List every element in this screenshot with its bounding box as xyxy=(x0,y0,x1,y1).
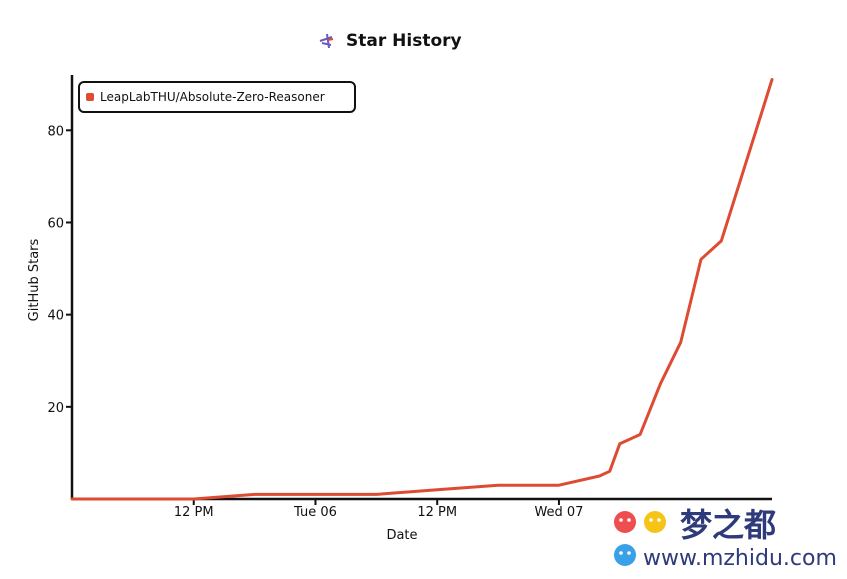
watermark-logo-icon xyxy=(614,511,666,566)
watermark-cn-text: 梦之都 xyxy=(680,506,776,544)
y-ticks-group: 20 40 60 80 xyxy=(47,124,72,416)
watermark: 梦之都 www.mzhidu.com xyxy=(614,506,837,571)
y-tick-label: 60 xyxy=(47,216,64,231)
y-tick-label: 80 xyxy=(47,124,64,139)
y-tick-label: 20 xyxy=(47,401,64,416)
x-tick-label: Tue 06 xyxy=(293,505,337,520)
x-tick-label: 12 PM xyxy=(417,505,457,520)
title-logo-icon xyxy=(319,33,334,49)
x-axis-label: Date xyxy=(386,528,417,543)
chart-title: Star History xyxy=(346,31,462,51)
x-ticks-group: 12 PM Tue 06 12 PM Wed 07 xyxy=(174,499,583,520)
legend-swatch xyxy=(86,93,94,101)
legend: LeapLabTHU/Absolute-Zero-Reasoner xyxy=(78,81,356,113)
y-tick-label: 40 xyxy=(47,309,64,324)
watermark-url-text: www.mzhidu.com xyxy=(643,546,837,571)
x-tick-label: Wed 07 xyxy=(534,505,583,520)
series-line xyxy=(70,78,774,501)
title-group: Star History xyxy=(319,31,462,51)
x-tick-label: 12 PM xyxy=(174,505,214,520)
legend-series-label: LeapLabTHU/Absolute-Zero-Reasoner xyxy=(100,90,325,104)
y-axis-label: GitHub Stars xyxy=(27,238,42,321)
legend-box xyxy=(78,81,356,113)
